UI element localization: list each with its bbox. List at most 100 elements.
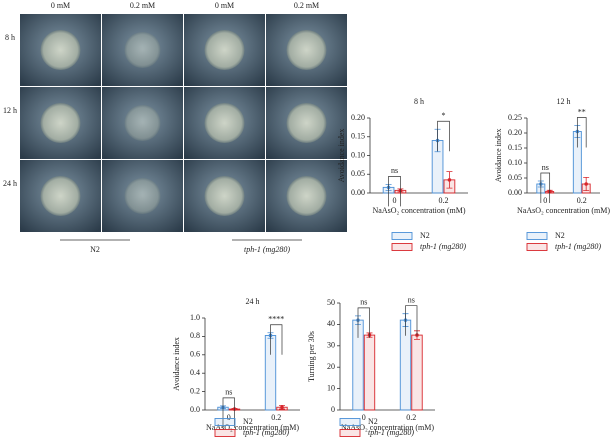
legend-label: tph-1 (mg280) — [420, 242, 466, 251]
worm-colony — [204, 30, 245, 70]
y-axis-label: Avoidance index — [337, 129, 346, 183]
group-label: N2 — [90, 245, 100, 254]
significance-label: * — [442, 111, 446, 120]
legend-label: N2 — [420, 231, 430, 240]
y-tick-label: 0.6 — [190, 350, 200, 359]
x-tick-label: 0.2 — [406, 413, 416, 422]
y-tick-label: 0.10 — [508, 158, 522, 167]
legend-swatch — [526, 243, 548, 251]
chart-title: 24 h — [246, 297, 260, 306]
y-tick-label: 0.20 — [508, 128, 522, 137]
y-axis-label: Turning per 30s — [307, 331, 316, 382]
significance-bracket — [437, 120, 450, 152]
worm-colony — [40, 103, 81, 143]
x-tick-label: 0 — [393, 196, 397, 205]
significance-bracket — [405, 305, 418, 336]
significance-label: ** — [578, 107, 586, 116]
y-tick-label: 0.4 — [190, 368, 200, 377]
y-tick-label: 40 — [327, 319, 335, 328]
column-label: 0.2 mM — [294, 1, 319, 10]
significance-label: ns — [360, 298, 367, 307]
x-tick-label: 0.2 — [439, 196, 449, 205]
y-tick-label: 0.15 — [508, 143, 522, 152]
y-tick-label: 10 — [327, 383, 335, 392]
x-tick-label: 0 — [543, 196, 547, 205]
legend-swatch — [391, 232, 413, 240]
legend-label: N2 — [555, 231, 565, 240]
column-label: 0 mM — [51, 1, 70, 10]
y-tick-label: 0.20 — [351, 113, 365, 122]
x-tick-label: 0.2 — [271, 413, 281, 422]
significance-label: ns — [391, 166, 398, 175]
y-tick-label: 20 — [327, 362, 335, 371]
chart: 0 10 20 30 40 50 Turning per 30s NaAsO₂ concent… — [307, 296, 435, 437]
y-tick-label: 0.00 — [351, 188, 365, 197]
significance-bracket — [540, 172, 551, 203]
y-tick-label: 0.0 — [190, 405, 200, 414]
worm-colony — [40, 176, 81, 216]
worm-colony — [286, 30, 327, 70]
worm-colony — [286, 103, 327, 143]
y-tick-label: 0.00 — [508, 188, 522, 197]
y-tick-label: 0.15 — [351, 132, 365, 141]
data-point — [447, 178, 452, 182]
chart: 24 h 0.0 0.2 0.4 0.6 0.8 1.0 Avoidance index NaA… — [172, 297, 300, 437]
row-label: 8 h — [5, 33, 15, 42]
data-point — [584, 182, 588, 186]
y-axis-label: Avoidance index — [172, 337, 181, 391]
y-tick-label: 0.2 — [190, 386, 200, 395]
x-axis-label: NaAsO₂ concentration (mM) — [373, 206, 466, 215]
x-tick-label: 0 — [227, 413, 231, 422]
legend-label: N2 — [368, 417, 378, 426]
worm-colony — [124, 178, 161, 214]
legend-label: tph-1 (mg280) — [555, 242, 601, 251]
y-tick-label: 50 — [327, 298, 335, 307]
y-tick-label: 0 — [331, 405, 335, 414]
x-axis-label: NaAsO₂ concentration (mM) — [341, 423, 434, 432]
significance-label: **** — [268, 315, 284, 324]
legend-label: N2 — [243, 417, 253, 426]
legend-swatch — [214, 429, 236, 437]
group-label: tph-1 (mg280) — [244, 245, 290, 254]
worm-colony — [40, 30, 81, 70]
significance-bracket — [388, 176, 401, 207]
legend-label: tph-1 (mg280) — [368, 428, 414, 437]
bar — [411, 334, 423, 411]
significance-label: ns — [542, 163, 549, 172]
column-label: 0.2 mM — [130, 1, 155, 10]
x-axis-label: NaAsO₂ concentration (mM) — [206, 423, 299, 432]
legend-swatch — [339, 429, 361, 437]
y-tick-label: 0.10 — [351, 150, 365, 159]
x-tick-label: 0.2 — [577, 196, 587, 205]
chart-title: 12 h — [557, 97, 571, 106]
chart-title: 8 h — [414, 97, 424, 106]
significance-bracket — [270, 324, 283, 355]
worm-colony — [204, 103, 245, 143]
significance-bracket — [357, 307, 370, 338]
significance-label: ns — [225, 388, 232, 397]
worm-colony — [286, 176, 327, 216]
y-tick-label: 1.0 — [190, 313, 200, 322]
column-label: 0 mM — [215, 1, 234, 10]
significance-bracket — [576, 117, 587, 148]
data-point — [280, 405, 284, 410]
y-axis-label: Avoidance index — [494, 129, 503, 183]
y-tick-label: 0.25 — [508, 113, 522, 122]
worm-colony — [124, 105, 161, 141]
row-label: 12 h — [3, 106, 17, 115]
legend-label: tph-1 (mg280) — [243, 428, 289, 437]
photo-panel: 0 mM 0.2 mM 0 mM 0.2 mM 8 h 12 h 24 h N2 tph-1 (… — [3, 1, 347, 254]
y-tick-label: 0.05 — [508, 173, 522, 182]
worm-colony — [204, 176, 245, 216]
worm-colony — [124, 32, 161, 68]
legend-swatch — [339, 418, 361, 426]
bar — [363, 334, 376, 411]
significance-bracket — [222, 397, 235, 428]
y-tick-label: 30 — [327, 341, 335, 350]
legend-swatch — [526, 232, 548, 240]
legend-swatch — [391, 243, 413, 251]
